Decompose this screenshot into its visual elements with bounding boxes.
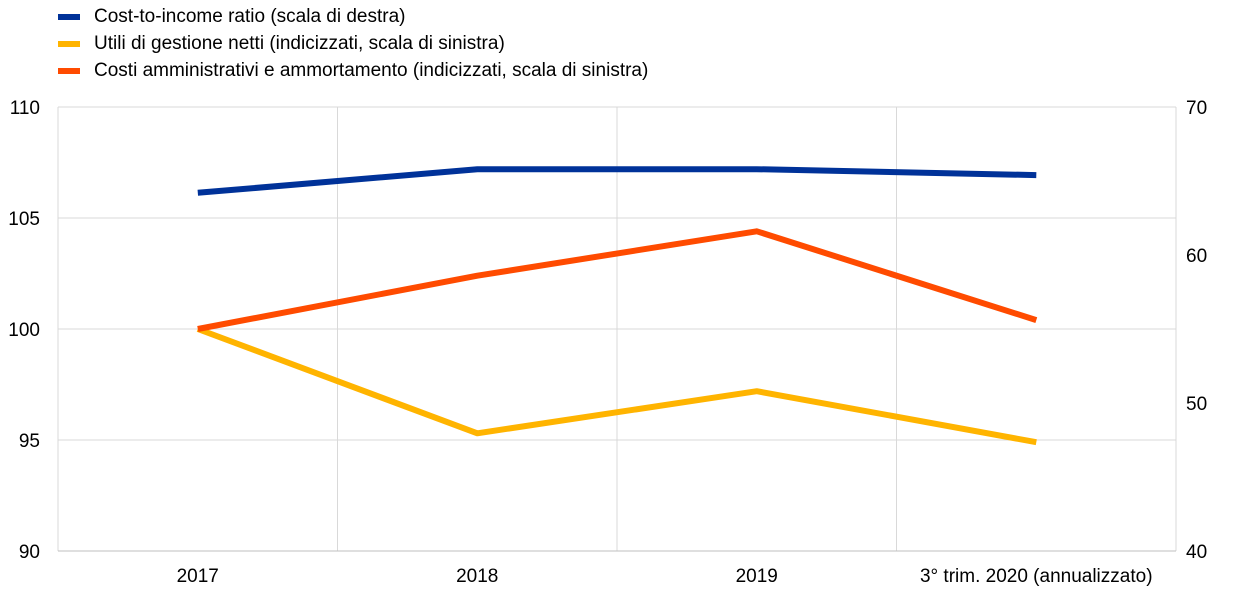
x-tick-label: 3° trim. 2020 (annualizzato) bbox=[920, 566, 1153, 587]
series-line-1 bbox=[196, 326, 1037, 446]
y-right-tick-label: 50 bbox=[1186, 394, 1207, 415]
y-left-tick-label: 95 bbox=[19, 431, 40, 452]
y-left-tick-label: 100 bbox=[8, 320, 40, 341]
tick-labels: 90 95 100 105 110 40 50 60 70 2017 2018 2019 3° trim… bbox=[8, 98, 1207, 587]
legend-swatch bbox=[58, 40, 80, 47]
gridlines bbox=[57, 106, 1177, 552]
legend-label: Costi amministrativi e ammortamento (ind… bbox=[94, 60, 649, 81]
legend-item-utili: Utili di gestione netti (indicizzati, sc… bbox=[58, 30, 648, 57]
x-tick-label: 2019 bbox=[736, 566, 778, 587]
y-left-tick-label: 90 bbox=[19, 542, 40, 563]
y-right-tick-label: 60 bbox=[1186, 246, 1207, 267]
y-left-tick-label: 105 bbox=[8, 209, 40, 230]
x-tick-label: 2017 bbox=[177, 566, 219, 587]
y-left-tick-label: 110 bbox=[10, 98, 40, 119]
series-lines bbox=[196, 166, 1038, 446]
legend-label: Utili di gestione netti (indicizzati, sc… bbox=[94, 33, 505, 54]
chart-legend: Cost-to-income ratio (scala di destra) U… bbox=[58, 3, 648, 84]
legend-swatch bbox=[58, 67, 80, 74]
legend-item-costi: Costi amministrativi e ammortamento (ind… bbox=[58, 57, 648, 84]
series-line-0 bbox=[197, 166, 1037, 196]
legend-item-cost-to-income: Cost-to-income ratio (scala di destra) bbox=[58, 3, 648, 30]
y-right-tick-label: 40 bbox=[1186, 542, 1207, 563]
legend-swatch bbox=[58, 13, 80, 20]
series-line-2 bbox=[197, 228, 1038, 332]
x-tick-label: 2018 bbox=[456, 566, 498, 587]
y-right-tick-label: 70 bbox=[1186, 98, 1207, 119]
legend-label: Cost-to-income ratio (scala di destra) bbox=[94, 6, 406, 27]
